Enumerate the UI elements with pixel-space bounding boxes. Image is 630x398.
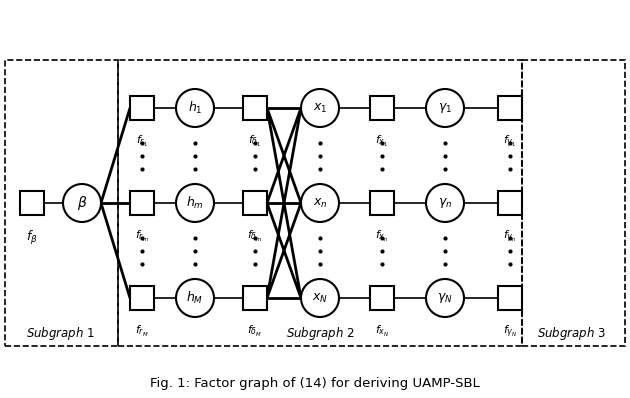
Text: $\it{Subgraph\ 2}$: $\it{Subgraph\ 2}$ — [285, 325, 355, 342]
Text: $h_1$: $h_1$ — [188, 100, 202, 116]
Text: $\gamma_1$: $\gamma_1$ — [438, 101, 452, 115]
Bar — [20, 191, 44, 215]
Bar — [498, 286, 522, 310]
Text: $f_{r_{1}}$: $f_{r_{1}}$ — [136, 134, 148, 149]
Text: $h_m$: $h_m$ — [186, 195, 204, 211]
Text: $f_{\delta_{m}}$: $f_{\delta_{m}}$ — [247, 229, 263, 244]
Text: $x_n$: $x_n$ — [312, 197, 328, 210]
Text: Fig. 1: Factor graph of (14) for deriving UAMP-SBL: Fig. 1: Factor graph of (14) for derivin… — [150, 377, 480, 390]
Bar — [243, 286, 267, 310]
Text: $x_1$: $x_1$ — [312, 101, 327, 115]
Text: $x_N$: $x_N$ — [312, 291, 328, 304]
Text: $f_{\gamma_{N}}$: $f_{\gamma_{N}}$ — [503, 324, 517, 340]
Circle shape — [176, 89, 214, 127]
Bar — [130, 191, 154, 215]
Bar — [498, 191, 522, 215]
Text: $f_{\beta}$: $f_{\beta}$ — [26, 229, 38, 247]
Text: $f_{x_{N}}$: $f_{x_{N}}$ — [375, 324, 389, 339]
Text: $f_{\gamma_{1}}$: $f_{\gamma_{1}}$ — [503, 134, 517, 150]
Bar — [130, 286, 154, 310]
Text: $f_{\delta_{1}}$: $f_{\delta_{1}}$ — [248, 134, 262, 149]
Text: $f_{x_{1}}$: $f_{x_{1}}$ — [375, 134, 389, 149]
Circle shape — [301, 89, 339, 127]
Text: $\gamma_N$: $\gamma_N$ — [437, 291, 453, 305]
Text: $f_{\gamma_{n}}$: $f_{\gamma_{n}}$ — [503, 229, 517, 246]
Text: $\it{Subgraph\ 1}$: $\it{Subgraph\ 1}$ — [26, 325, 94, 342]
Circle shape — [63, 184, 101, 222]
Circle shape — [176, 279, 214, 317]
Bar — [370, 96, 394, 120]
Circle shape — [426, 184, 464, 222]
Text: $f_{r_{M}}$: $f_{r_{M}}$ — [135, 324, 149, 339]
Bar — [370, 191, 394, 215]
Bar — [243, 96, 267, 120]
Text: $f_{r_{m}}$: $f_{r_{m}}$ — [135, 229, 149, 244]
Circle shape — [176, 184, 214, 222]
Circle shape — [426, 279, 464, 317]
Circle shape — [301, 279, 339, 317]
Text: $h_M$: $h_M$ — [186, 290, 203, 306]
Text: $\gamma_n$: $\gamma_n$ — [438, 196, 452, 210]
Bar — [370, 286, 394, 310]
Text: $\it{Subgraph\ 3}$: $\it{Subgraph\ 3}$ — [537, 325, 607, 342]
Bar — [498, 96, 522, 120]
Bar — [243, 191, 267, 215]
Circle shape — [426, 89, 464, 127]
Text: $\beta$: $\beta$ — [77, 194, 87, 212]
Bar — [130, 96, 154, 120]
Text: $f_{x_{n}}$: $f_{x_{n}}$ — [375, 229, 389, 244]
Circle shape — [301, 184, 339, 222]
Text: $f_{\delta_{M}}$: $f_{\delta_{M}}$ — [248, 324, 263, 339]
